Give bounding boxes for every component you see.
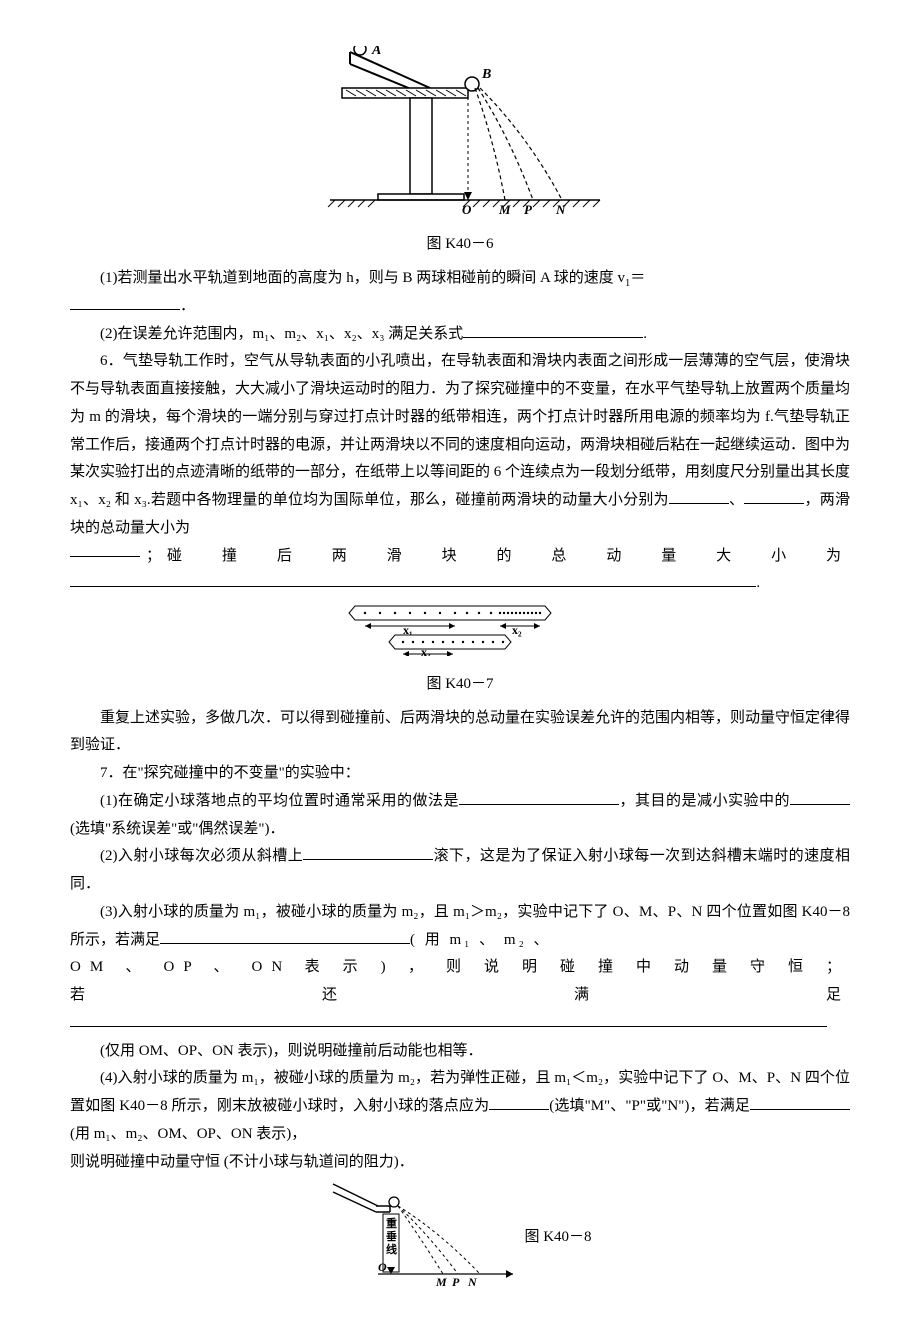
q7-4-opt: (选填"M"、"P"或"N")，若满足 (549, 1098, 750, 1114)
q7-part3-line2: OM 、 OP 、 ON 表 示 ) ， 则 说 明 碰 撞 中 动 量 守 恒… (70, 954, 850, 1010)
figure-k40-6-caption: 图 K40－6 (70, 231, 850, 259)
figure-k40-7-svg: x₁ x₂ x₃ (345, 604, 575, 656)
blank (669, 490, 729, 505)
blank (70, 573, 756, 588)
svg-text:N: N (555, 202, 566, 216)
q7-1-tail: (选填"系统误差"或"偶然误差")． (70, 821, 284, 837)
figure-k40-8: 重 垂 线 O M P N 图 K40－8 (70, 1182, 850, 1292)
svg-text:P: P (452, 1275, 460, 1289)
svg-text:x₂: x₂ (512, 623, 522, 637)
figure-k40-6: A B (70, 46, 850, 227)
q7-part3-line4: (仅用 OM、OP、ON 表示)，则说明碰撞前后动能也相等． (70, 1038, 850, 1066)
blank (744, 490, 804, 505)
figure-k40-6-svg: A B (310, 46, 610, 216)
q7-part3: (3)入射小球的质量为 m₁，被碰小球的质量为 m₂，且 m₁＞m₂，实验中记下… (70, 899, 850, 955)
svg-text:x₃: x₃ (421, 645, 431, 656)
blank (70, 1012, 827, 1027)
q6-head: 6．气垫导轨工作时，空气从导轨表面的小孔喷出，在导轨表面和滑块内表面之间形成一层… (70, 353, 850, 508)
svg-text:M: M (498, 202, 511, 216)
svg-text:线: 线 (386, 1242, 397, 1256)
figure-k40-8-caption: 图 K40－8 (524, 1224, 591, 1252)
blank (70, 295, 180, 310)
svg-text:P: P (524, 202, 533, 216)
q6-followup: 重复上述实验，多做几次．可以得到碰撞前、后两滑块的总动量在实验误差允许的范围内相… (70, 705, 850, 761)
svg-text:A: A (371, 46, 381, 58)
q5-1-eq: ＝ (630, 270, 645, 286)
q7-4-tail1: (用 m₁、m₂、OM、OP、ON 表示)， (70, 1126, 306, 1142)
blank (750, 1096, 850, 1111)
blank (463, 323, 643, 338)
q5-part1: (1)若测量出水平轨道到地面的高度为 h，则与 B 两球相碰前的瞬间 A 球的速… (70, 265, 850, 293)
q7-part4: (4)入射小球的质量为 m₁，被碰小球的质量为 m₂，若为弹性正碰，且 m₁＜m… (70, 1065, 850, 1148)
q5-2-text: (2)在误差允许范围内，m₁、m₂、x₁、x₂、x₃ 满足关系式 (100, 326, 463, 342)
svg-text:O: O (462, 202, 472, 216)
q5-part1-blank: ． (70, 293, 850, 321)
blank (70, 543, 140, 558)
svg-text:N: N (467, 1275, 478, 1289)
q7-head: 7．在"探究碰撞中的不变量"的实验中： (70, 760, 850, 788)
blank (489, 1096, 549, 1111)
q6-semi: ； (140, 543, 167, 571)
q7-1-pre: (1)在确定小球落地点的平均位置时通常采用的做法是 (100, 793, 459, 809)
q6-line2: ； 碰 撞 后 两 滑 块 的 总 动 量 大 小 为 (70, 543, 850, 571)
blank (160, 929, 410, 944)
blank (790, 790, 850, 805)
q7-3-line2: OM 、 OP 、 ON 表 示 ) ， 则 说 明 碰 撞 中 动 量 守 恒… (70, 954, 850, 1010)
q5-2-tail: . (643, 326, 647, 342)
q6-body: 6．气垫导轨工作时，空气从导轨表面的小孔喷出，在导轨表面和滑块内表面之间形成一层… (70, 348, 850, 542)
figure-k40-7: x₁ x₂ x₃ (70, 604, 850, 667)
q5-part2: (2)在误差允许范围内，m₁、m₂、x₁、x₂、x₃ 满足关系式. (70, 321, 850, 349)
blank (303, 846, 433, 861)
svg-text:M: M (435, 1275, 447, 1289)
figure-k40-7-caption: 图 K40－7 (70, 671, 850, 699)
q7-2-pre: (2)入射小球每次必须从斜槽上 (100, 848, 303, 864)
svg-text:O: O (378, 1260, 387, 1274)
svg-text:B: B (481, 67, 491, 82)
q7-1-mid: ，其目的是减小实验中的 (619, 793, 790, 809)
q6-line3: . (70, 570, 850, 598)
q7-part1: (1)在确定小球落地点的平均位置时通常采用的做法是 ，其目的是减小实验中的 (选填"… (70, 788, 850, 844)
q7-part2: (2)入射小球每次必须从斜槽上滚下，这是为了保证入射小球每一次到达斜槽末端时的速… (70, 843, 850, 899)
q7-3-midspread: ( 用 m₁ 、 m₂ 、 (410, 932, 552, 948)
q6-tail: . (756, 575, 760, 591)
figure-k40-8-svg: 重 垂 线 O M P N (328, 1182, 518, 1292)
q7-part4-line2: 则说明碰撞中动量守恒 (不计小球与轨道间的阻力)． (70, 1149, 850, 1177)
q6-spread: 碰 撞 后 两 滑 块 的 总 动 量 大 小 为 (167, 543, 850, 571)
blank (459, 790, 619, 805)
svg-text:垂: 垂 (386, 1229, 397, 1243)
q7-part3-line3 (70, 1010, 850, 1038)
q5-1-text: (1)若测量出水平轨道到地面的高度为 h，则与 B 两球相碰前的瞬间 A 球的速… (100, 270, 625, 286)
q6-m1: 、 (729, 492, 744, 508)
svg-text:重: 重 (386, 1216, 397, 1230)
